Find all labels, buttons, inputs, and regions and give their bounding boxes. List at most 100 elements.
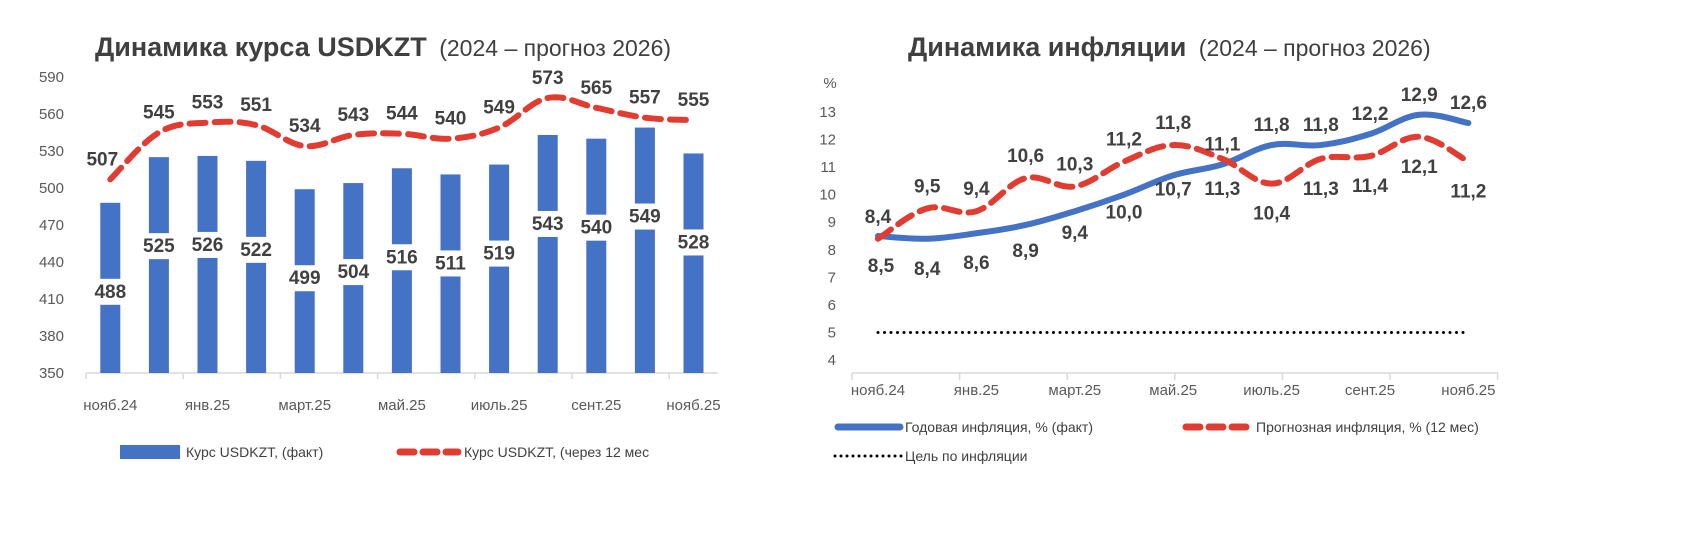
legend-label-forecast: Курс USDKZT, (через 12 мес	[464, 444, 649, 460]
data-label-fact: 504	[337, 262, 369, 283]
x-tick-label: нояб.24	[83, 397, 137, 414]
inflation-title-main: Динамика инфляции	[908, 32, 1186, 62]
bar-fact	[586, 138, 607, 373]
data-label-bg	[671, 229, 716, 256]
data-label-bg	[379, 244, 424, 271]
data-label-bg	[234, 236, 279, 263]
data-label-bg	[331, 259, 376, 286]
bar-fact	[489, 164, 510, 373]
x-tick-label: нояб.24	[851, 382, 905, 399]
data-label-fact: 522	[240, 240, 272, 261]
data-label-inflation-forecast: 8,4	[865, 207, 892, 228]
data-label-inflation-fact: 11,8	[1254, 115, 1290, 136]
usdkzt-title-main: Динамика курса USDKZT	[95, 32, 427, 62]
data-label-bg	[282, 265, 327, 292]
bar-fact	[148, 157, 169, 373]
data-label-forecast: 549	[483, 98, 515, 119]
data-label-inflation-forecast: 10,4	[1253, 204, 1290, 225]
usdkzt-chart-title: Динамика курса USDKZT (2024 – прогноз 20…	[95, 32, 671, 62]
data-label-forecast: 557	[629, 88, 661, 109]
data-label-inflation-fact: 8,4	[914, 259, 941, 280]
bar-fact	[391, 168, 412, 373]
data-label-forecast: 551	[240, 95, 272, 116]
x-tick-label: нояб.25	[1441, 382, 1495, 399]
y-tick-label: 350	[39, 365, 64, 382]
data-label-bg	[185, 231, 230, 258]
data-label-fact: 488	[94, 282, 126, 303]
x-tick-label: март.25	[278, 397, 331, 414]
y-tick-label: 9	[828, 214, 836, 231]
x-tick-label: май.25	[378, 397, 426, 414]
line-forecast	[107, 94, 697, 183]
y-tick-label: 590	[39, 69, 64, 86]
bar-fact	[537, 134, 558, 373]
data-label-inflation-fact: 10,0	[1106, 203, 1143, 224]
x-tick-label: нояб.25	[666, 397, 720, 414]
y-tick-label: 440	[39, 254, 64, 271]
y-tick-label: 380	[39, 328, 64, 345]
data-label-bg	[525, 210, 570, 237]
y-tick-label: 470	[39, 217, 64, 234]
y-tick-label: 500	[39, 180, 64, 197]
data-label-fact: 528	[678, 232, 710, 253]
data-label-forecast: 573	[532, 68, 564, 89]
data-label-inflation-forecast: 11,2	[1106, 130, 1142, 151]
data-label-bg	[88, 278, 133, 305]
y-tick-label: 410	[39, 291, 64, 308]
bar-fact	[634, 127, 655, 373]
x-tick-label: март.25	[1048, 382, 1101, 399]
data-label-forecast: 507	[86, 149, 118, 170]
x-tick-label: май.25	[1149, 382, 1197, 399]
data-label-bg	[428, 250, 473, 277]
data-label-forecast: 543	[337, 105, 369, 126]
line-inflation-fact	[875, 111, 1472, 242]
legend-label-inflation-target: Цель по инфляции	[905, 448, 1027, 464]
data-label-fact: 549	[629, 207, 661, 228]
legend-label-fact: Курс USDKZT, (факт)	[186, 444, 323, 460]
usdkzt-chart: Динамика курса USDKZT (2024 – прогноз 20…	[39, 32, 721, 460]
data-label-forecast: 555	[678, 90, 710, 111]
data-label-inflation-fact: 8,5	[868, 256, 895, 277]
data-label-inflation-fact: 12,2	[1352, 104, 1389, 125]
x-tick-label: сент.25	[571, 397, 621, 414]
inflation-chart: Динамика инфляции (2024 – прогноз 2026) …	[819, 32, 1499, 464]
legend-label-inflation-fact: Годовая инфляция, % (факт)	[905, 419, 1093, 435]
data-label-forecast: 545	[143, 103, 175, 124]
data-label-fact: 525	[143, 236, 175, 257]
data-label-inflation-forecast: 9,5	[914, 176, 941, 197]
data-label-inflation-forecast: 9,4	[963, 179, 990, 200]
data-label-inflation-fact: 11,1	[1204, 134, 1240, 155]
x-tick-label: янв.25	[185, 397, 230, 414]
bar-fact	[246, 160, 267, 373]
data-label-inflation-forecast: 10,3	[1056, 154, 1093, 175]
line-inflation-forecast	[875, 133, 1472, 242]
data-label-forecast: 534	[289, 116, 321, 137]
bar-fact	[683, 153, 704, 373]
y-tick-label: 4	[828, 352, 836, 369]
y-tick-label: 560	[39, 106, 64, 123]
inflation-title-sub: (2024 – прогноз 2026)	[1199, 35, 1431, 61]
data-label-inflation-forecast: 10,6	[1007, 146, 1044, 167]
y-tick-label: 7	[828, 269, 836, 286]
usdkzt-title-sub: (2024 – прогноз 2026)	[439, 35, 671, 61]
data-label-inflation-forecast: 12,1	[1401, 157, 1438, 178]
data-label-inflation-forecast: 11,3	[1303, 179, 1339, 200]
data-label-inflation-fact: 8,9	[1012, 241, 1038, 262]
y-tick-label: 5	[828, 324, 836, 341]
y-tick-label: 11	[820, 159, 836, 176]
data-label-fact: 526	[192, 235, 224, 256]
data-label-inflation-fact: 10,7	[1155, 179, 1192, 200]
data-label-bg	[477, 240, 522, 267]
data-label-inflation-fact: 11,8	[1303, 115, 1339, 136]
bar-fact	[197, 155, 218, 373]
x-tick-label: сент.25	[1345, 382, 1395, 399]
data-label-forecast: 565	[580, 78, 612, 99]
data-label-inflation-fact: 12,9	[1401, 85, 1438, 106]
data-label-bg	[622, 203, 667, 230]
y-tick-label: 8	[828, 242, 836, 259]
y-axis-unit: %	[823, 75, 836, 92]
data-label-inflation-forecast: 11,2	[1450, 182, 1486, 203]
inflation-chart-title: Динамика инфляции (2024 – прогноз 2026)	[908, 32, 1431, 62]
data-label-inflation-forecast: 11,3	[1204, 179, 1240, 200]
